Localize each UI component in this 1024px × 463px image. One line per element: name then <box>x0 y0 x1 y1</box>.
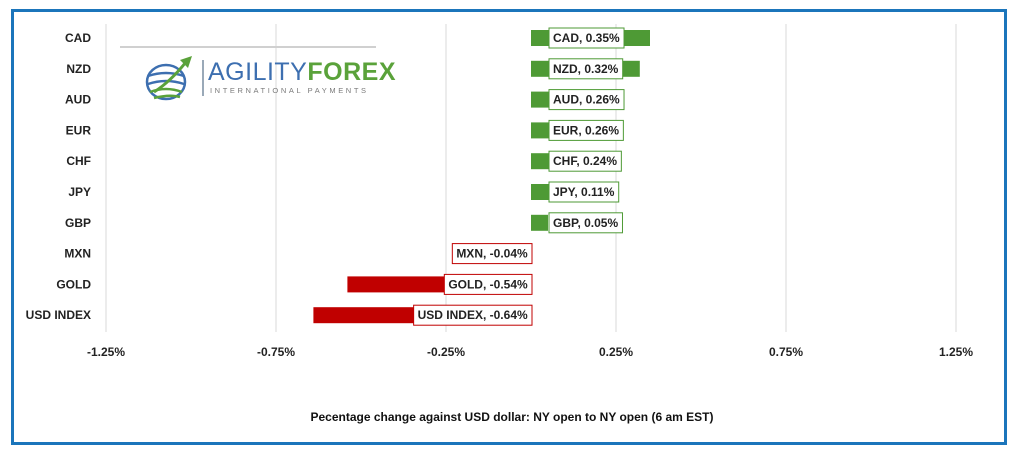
category-label: EUR <box>66 123 92 137</box>
data-label-box <box>548 212 623 234</box>
logo-divider <box>120 46 376 48</box>
data-label: AUD, 0.26% <box>553 93 620 107</box>
logo-separator <box>202 60 204 96</box>
x-tick-label: 0.75% <box>769 345 803 359</box>
category-label: AUD <box>65 93 91 107</box>
data-label: GOLD, -0.54% <box>448 277 528 291</box>
x-tick-label: 1.25% <box>939 345 973 359</box>
data-label: EUR, 0.26% <box>553 123 619 137</box>
data-label: MXN, -0.04% <box>456 247 528 261</box>
data-label-box <box>548 27 625 49</box>
data-label-box <box>548 181 620 203</box>
logo-word-forex: FOREX <box>307 58 396 86</box>
logo-wordmark: AGILITYFOREX <box>208 58 396 87</box>
data-label: CHF, 0.24% <box>553 154 617 168</box>
data-label: GBP, 0.05% <box>553 216 618 230</box>
data-label: USD INDEX, -0.64% <box>418 308 528 322</box>
category-label: GBP <box>65 216 91 230</box>
data-label-box <box>451 243 533 265</box>
data-label-box <box>548 58 624 80</box>
logo-tagline: INTERNATIONAL PAYMENTS <box>210 86 369 95</box>
category-label: USD INDEX <box>26 308 91 322</box>
x-tick-label: 0.25% <box>599 345 633 359</box>
x-tick-label: -0.25% <box>427 345 465 359</box>
data-label-box <box>443 273 533 295</box>
positive-bar <box>531 214 548 231</box>
globe-arrow-icon <box>145 56 192 101</box>
agility-forex-logo: AGILITYFOREX INTERNATIONAL PAYMENTS <box>120 46 396 104</box>
x-tick-label: -0.75% <box>257 345 295 359</box>
x-tick-label: -1.25% <box>87 345 125 359</box>
logo-word-agility: AGILITY <box>208 58 308 86</box>
category-label: GOLD <box>56 277 91 291</box>
x-axis-caption: Pecentage change against USD dollar: NY … <box>310 410 714 424</box>
data-label: JPY, 0.11% <box>553 185 615 199</box>
category-label: CHF <box>66 154 91 168</box>
data-label-box <box>548 89 625 111</box>
data-label-box <box>548 150 622 172</box>
category-label: NZD <box>66 62 91 76</box>
data-label: NZD, 0.32% <box>553 62 619 76</box>
category-label: CAD <box>65 31 91 45</box>
category-label: MXN <box>64 247 91 261</box>
data-label-box <box>413 304 533 326</box>
data-label: CAD, 0.35% <box>553 31 620 45</box>
data-label-box <box>548 119 624 141</box>
category-label: JPY <box>68 185 91 199</box>
